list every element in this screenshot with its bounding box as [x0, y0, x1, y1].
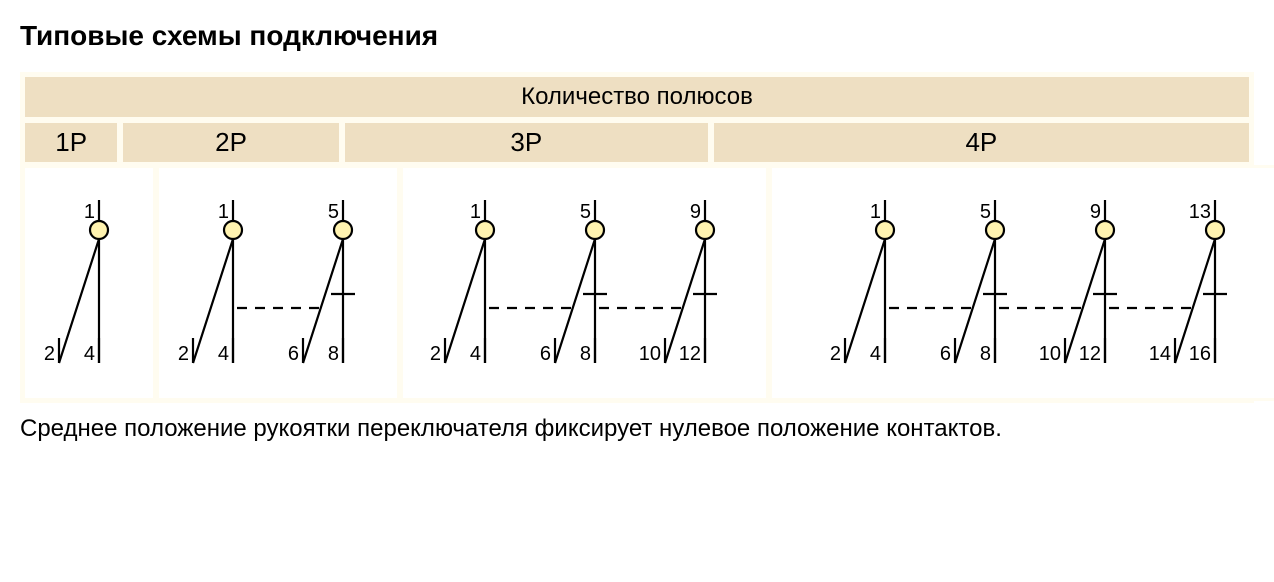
column-header: 3P — [342, 120, 711, 165]
svg-text:8: 8 — [979, 343, 990, 365]
svg-text:1: 1 — [469, 201, 480, 223]
svg-text:6: 6 — [939, 343, 950, 365]
diagram-cell: 1 2 4 — [22, 165, 156, 401]
svg-text:1: 1 — [84, 201, 95, 223]
svg-text:8: 8 — [328, 343, 339, 365]
svg-text:5: 5 — [979, 201, 990, 223]
svg-text:4: 4 — [218, 343, 229, 365]
svg-text:6: 6 — [539, 343, 550, 365]
wiring-diagram: 1 2 4 5 6 8 — [165, 188, 391, 378]
schemes-table: Количество полюсов 1P2P3P4P 124124568124… — [20, 72, 1254, 403]
svg-text:2: 2 — [429, 343, 440, 365]
wiring-diagram: 12456891012 — [417, 188, 753, 378]
column-header: 2P — [120, 120, 341, 165]
svg-text:9: 9 — [689, 201, 700, 223]
svg-text:2: 2 — [178, 343, 189, 365]
svg-text:9: 9 — [1089, 201, 1100, 223]
svg-text:14: 14 — [1148, 343, 1170, 365]
svg-text:1: 1 — [869, 201, 880, 223]
wiring-diagram: 1 2 4 — [31, 188, 147, 378]
diagram-row: 1241245681245689101212456891012131416 — [22, 165, 1252, 401]
table-header: Количество полюсов — [22, 74, 1252, 120]
svg-text:6: 6 — [288, 343, 299, 365]
svg-text:1: 1 — [218, 201, 229, 223]
svg-text:10: 10 — [638, 343, 660, 365]
svg-text:4: 4 — [869, 343, 880, 365]
columns-header-row: 1P2P3P4P — [22, 120, 1252, 165]
wiring-diagram: 12456891012131416 — [817, 188, 1263, 378]
footnote: Среднее положение рукоятки переключателя… — [20, 413, 1254, 445]
svg-text:12: 12 — [678, 343, 700, 365]
svg-text:4: 4 — [469, 343, 480, 365]
diagram-cell: 1 2 4 5 6 8 — [156, 165, 400, 401]
svg-text:2: 2 — [44, 343, 55, 365]
svg-text:13: 13 — [1188, 201, 1210, 223]
svg-text:8: 8 — [579, 343, 590, 365]
svg-text:12: 12 — [1078, 343, 1100, 365]
column-header: 4P — [711, 120, 1252, 165]
svg-text:5: 5 — [328, 201, 339, 223]
svg-text:4: 4 — [84, 343, 95, 365]
svg-text:5: 5 — [579, 201, 590, 223]
diagram-cell: 12456891012131416 — [769, 165, 1274, 401]
svg-text:2: 2 — [829, 343, 840, 365]
svg-text:16: 16 — [1188, 343, 1210, 365]
svg-text:10: 10 — [1038, 343, 1060, 365]
page-title: Типовые схемы подключения — [20, 20, 1254, 52]
column-header: 1P — [22, 120, 120, 165]
diagram-cell: 12456891012 — [400, 165, 769, 401]
